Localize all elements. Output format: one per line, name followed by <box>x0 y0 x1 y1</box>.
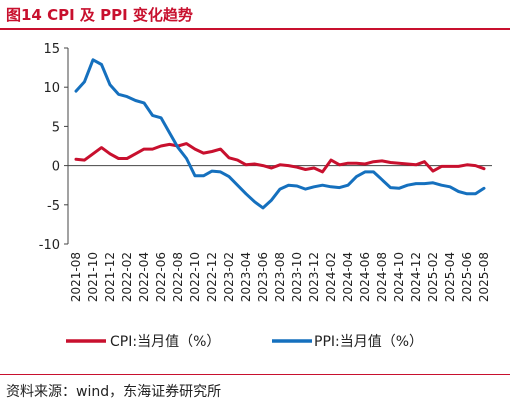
x-tick-label: 2022-10 <box>188 252 202 302</box>
x-axis: 2021-08 2021-10 2021-12 2022-02 2022-04 2022-… <box>68 165 492 302</box>
series-layer <box>74 58 486 210</box>
x-tick-label: 2025-06 <box>460 252 474 302</box>
line-chart: -10 -5 0 5 10 15 2021-08 2021-10 2021-12 2022-02… <box>39 42 492 350</box>
x-tick-label: 2023-06 <box>256 252 270 302</box>
y-tick-label: 15 <box>43 42 60 57</box>
y-tick-label: 10 <box>43 81 60 96</box>
ppi-series-line <box>74 58 486 210</box>
x-tick-label: 2024-02 <box>324 252 338 302</box>
x-tick-label: 2024-10 <box>392 252 406 302</box>
x-tick-label: 2023-02 <box>222 252 236 302</box>
title-divider <box>0 28 510 30</box>
y-tick-label: 5 <box>52 120 60 135</box>
x-tick-label: 2021-08 <box>69 252 83 302</box>
x-tick-label: 2024-04 <box>341 252 355 302</box>
x-tick-label: 2025-04 <box>443 252 457 302</box>
x-tick-label: 2022-04 <box>137 252 151 302</box>
x-tick-label: 2022-06 <box>154 252 168 302</box>
x-tick-label: 2022-08 <box>171 252 185 302</box>
x-tick-label: 2021-10 <box>86 252 100 302</box>
source-note: 资料来源：wind，东海证券研究所 <box>6 384 222 400</box>
cpi-series-line <box>74 142 486 174</box>
x-tick-label: 2025-02 <box>426 252 440 302</box>
x-tick-label: 2024-12 <box>409 252 423 302</box>
legend-label-ppi: PPI:当月值（%） <box>314 334 423 350</box>
x-tick-label: 2024-08 <box>375 252 389 302</box>
x-tick-label: 2022-12 <box>205 252 219 302</box>
chart-title: 图14 CPI 及 PPI 变化趋势 <box>6 6 193 24</box>
x-tick-label: 2023-04 <box>239 252 253 302</box>
y-axis: -10 -5 0 5 10 15 <box>39 42 69 253</box>
x-tick-label: 2023-10 <box>290 252 304 302</box>
x-tick-label: 2025-08 <box>477 252 491 302</box>
legend: CPI:当月值（%） PPI:当月值（%） <box>66 334 423 350</box>
x-tick-label: 2021-12 <box>103 252 117 302</box>
y-tick-label: -10 <box>39 238 60 253</box>
y-tick-label: -5 <box>47 199 60 214</box>
legend-label-cpi: CPI:当月值（%） <box>110 334 220 350</box>
y-tick-label: 0 <box>52 160 60 175</box>
x-tick-label: 2023-08 <box>273 252 287 302</box>
x-tick-label: 2022-02 <box>120 252 134 302</box>
x-tick-label: 2024-06 <box>358 252 372 302</box>
footer-divider <box>0 374 510 375</box>
x-tick-label: 2023-12 <box>307 252 321 302</box>
